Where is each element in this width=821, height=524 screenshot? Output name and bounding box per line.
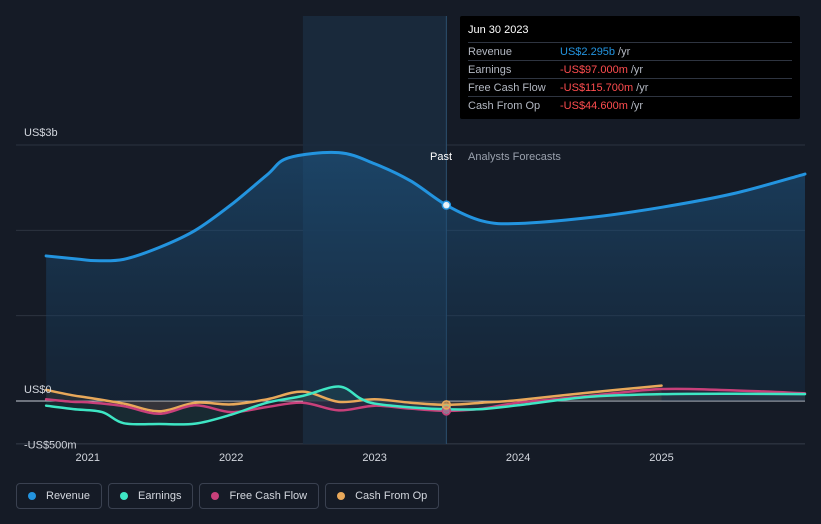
tooltip-label: Revenue xyxy=(468,45,513,58)
series-lines xyxy=(44,150,807,426)
tooltip: Jun 30 2023 Revenue US$2.295b /yr Earnin… xyxy=(460,16,800,119)
tooltip-row-cash-from-op: Cash From Op -US$44.600m /yr xyxy=(468,96,792,114)
legend-dot-icon xyxy=(28,492,36,500)
y-tick-label: -US$500m xyxy=(24,440,77,452)
tooltip-unit: /yr xyxy=(630,63,644,76)
cash-from-op-marker xyxy=(441,400,452,410)
tooltip-date: Jun 30 2023 xyxy=(468,24,529,36)
y-tick-label: US$3b xyxy=(24,127,58,139)
series-areas xyxy=(46,152,806,425)
tooltip-row-free-cash-flow: Free Cash Flow -US$115.700m /yr xyxy=(468,78,792,96)
tooltip-label: Earnings xyxy=(468,63,512,76)
legend-label: Cash From Op xyxy=(355,490,428,502)
legend-item-earnings[interactable]: Earnings xyxy=(108,483,194,509)
y-tick-label: US$0 xyxy=(24,384,52,396)
x-tick-label: 2024 xyxy=(506,452,530,464)
legend-label: Free Cash Flow xyxy=(229,490,308,502)
tooltip-unit: /yr xyxy=(618,45,631,58)
legend-item-free-cash-flow[interactable]: Free Cash Flow xyxy=(199,483,320,509)
tooltip-row-earnings: Earnings -US$97.000m /yr xyxy=(468,60,792,78)
legend-dot-icon xyxy=(337,492,346,500)
x-tick-label: 2025 xyxy=(649,452,673,464)
legend-label: Earnings xyxy=(138,490,182,502)
tooltip-value: US$2.295b xyxy=(560,45,616,58)
x-tick-label: 2022 xyxy=(219,452,243,464)
tooltip-value: -US$115.700m xyxy=(560,81,634,94)
earnings-line xyxy=(44,385,807,426)
tooltip-value: -US$97.000m xyxy=(560,63,628,76)
cash-from-op-line xyxy=(44,384,663,413)
tooltip-unit: /yr xyxy=(636,81,649,94)
legend-dot-icon xyxy=(120,492,129,500)
x-tick-label: 2021 xyxy=(75,452,99,464)
legend-item-cash-from-op[interactable]: Cash From Op xyxy=(325,483,440,509)
legend-label: Revenue xyxy=(46,490,91,502)
revenue-line xyxy=(44,150,807,263)
tooltip-label: Free Cash Flow xyxy=(468,81,546,94)
x-tick-label: 2023 xyxy=(362,452,386,464)
tooltip-row-revenue: Revenue US$2.295b /yr xyxy=(468,42,792,60)
series-markers xyxy=(441,200,452,416)
forecast-label: Analysts Forecasts xyxy=(468,151,561,163)
free-cash-flow-line xyxy=(44,387,807,416)
x-axis-labels: 2021 2022 2023 2024 2025 xyxy=(75,452,673,464)
tooltip-unit: /yr xyxy=(630,99,644,112)
revenue-marker xyxy=(441,200,452,210)
y-axis-labels: US$3b US$0 -US$500m xyxy=(24,127,77,452)
past-label: Past xyxy=(430,151,452,163)
legend: Revenue Earnings Free Cash Flow Cash Fro… xyxy=(16,483,440,509)
legend-dot-icon xyxy=(211,492,220,500)
legend-item-revenue[interactable]: Revenue xyxy=(16,483,103,509)
tooltip-label: Cash From Op xyxy=(468,99,541,112)
tooltip-value: -US$44.600m xyxy=(560,99,628,112)
